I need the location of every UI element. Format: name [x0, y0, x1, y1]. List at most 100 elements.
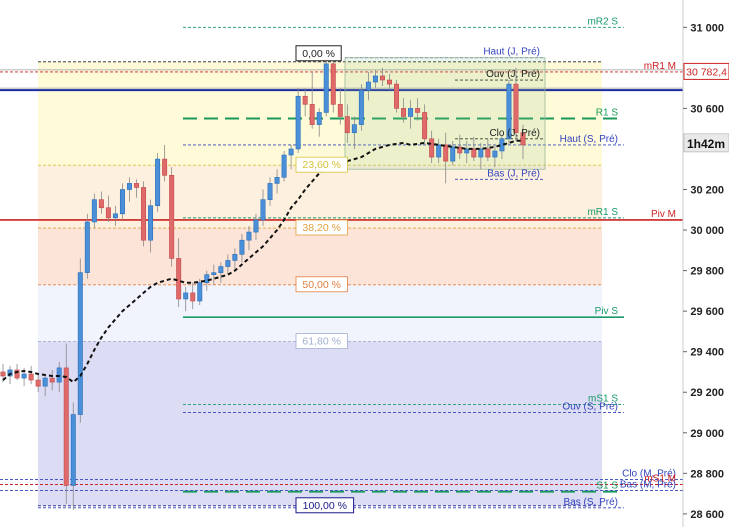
candle [148, 199, 154, 253]
axis-background [683, 0, 729, 527]
candle [323, 57, 329, 117]
candle-body [344, 116, 350, 134]
level-label: mR1 M [644, 61, 676, 72]
candle-body [506, 83, 512, 140]
moving-average-line [2, 139, 523, 384]
current-price-tag[interactable] [683, 62, 729, 80]
candle-body [267, 183, 273, 200]
axis-tick-label: 29 400 [690, 347, 724, 359]
candle-body [281, 154, 287, 178]
candle-body [520, 132, 526, 146]
fib-label: 23,60 % [302, 159, 341, 171]
candle-body [478, 148, 484, 158]
candle [105, 195, 111, 222]
candle-body [141, 187, 147, 241]
candle-body [401, 108, 407, 117]
candle [28, 365, 34, 385]
candle [520, 124, 526, 160]
candles [0, 57, 526, 510]
candle-body [239, 239, 245, 255]
candle [267, 177, 273, 206]
candle-body [450, 146, 456, 162]
candle-body [0, 371, 6, 377]
candle [141, 181, 147, 247]
candle-body [387, 79, 392, 85]
candle-body [134, 183, 139, 188]
candle-body [253, 219, 259, 233]
candle [190, 282, 196, 310]
candle-body [408, 108, 414, 117]
level-label: Piv M [651, 209, 676, 220]
candle-body [295, 95, 301, 150]
candle [183, 286, 189, 312]
candle-body [14, 369, 20, 379]
candle [204, 270, 210, 291]
candle-body [105, 207, 111, 219]
candle-body [63, 367, 69, 486]
candle [246, 225, 252, 251]
axis-tick-label: 30 600 [690, 103, 724, 115]
candle-body [415, 108, 421, 113]
candle-body [365, 81, 371, 91]
candle [281, 150, 287, 182]
candle [211, 264, 217, 285]
fib-label-box [295, 219, 348, 236]
candle [70, 402, 76, 510]
candle-body [330, 63, 336, 105]
candle [513, 67, 519, 141]
price-axis[interactable]: 31 000 30 600 30 200 30 000 29 800 29 600 29 4… [682, 0, 729, 527]
candle-body [337, 104, 343, 117]
candle-body [471, 148, 477, 158]
candle-body [77, 272, 83, 415]
candle [197, 278, 203, 306]
candle [450, 140, 456, 166]
candle-body [183, 292, 189, 300]
candle [155, 153, 161, 212]
candle [169, 167, 175, 267]
candle [253, 213, 259, 241]
candle [394, 80, 399, 113]
current-price-label: 30 782,4 [686, 66, 727, 78]
candle-body [119, 189, 125, 215]
candle-timer-tag [683, 133, 729, 153]
candle-body [379, 75, 385, 81]
fib-label: 38,20 % [302, 222, 341, 234]
candle [63, 343, 69, 504]
fib-label-box [295, 45, 342, 62]
axis-tick-label: 28 800 [690, 468, 724, 480]
fib-label: 50,00 % [302, 279, 341, 291]
level-label: Clo (J, Pré) [489, 128, 540, 139]
level-label: mR1 S [587, 207, 618, 218]
candle [84, 213, 90, 279]
candle-body [232, 254, 238, 261]
candle-body [492, 150, 498, 158]
level-label: Haut (S, Pré) [560, 134, 618, 145]
candle [457, 134, 463, 160]
candle [49, 369, 55, 391]
fib-label-box [295, 156, 348, 173]
candle-body [260, 199, 266, 221]
candle-body [513, 83, 519, 134]
fib-label: 0,00 % [302, 48, 335, 60]
candle-body [98, 199, 104, 209]
candle [415, 98, 421, 121]
candle-body [21, 373, 27, 379]
level-labels: 0,00 % 23,60 % 38,20 % 50,00 % 61,80 % 100,00… [295, 16, 676, 514]
candle-timer-label: 1h42m [687, 137, 725, 151]
candle [485, 138, 491, 162]
axis-tick-label: 29 000 [690, 428, 724, 440]
candle-body [91, 199, 97, 223]
candle [443, 132, 449, 184]
candle-body [176, 258, 182, 300]
candle-body [436, 144, 442, 158]
candle-body [309, 104, 315, 125]
candle-body [148, 205, 154, 241]
level-label: Clo (M, Pré) [622, 468, 676, 479]
candle [295, 88, 301, 154]
candle [260, 189, 266, 226]
candle-body [372, 75, 378, 83]
fib-label: 100,00 % [303, 500, 347, 512]
axis-tick-label: 31 000 [690, 22, 724, 34]
axis-tick-label: 30 000 [690, 225, 724, 237]
